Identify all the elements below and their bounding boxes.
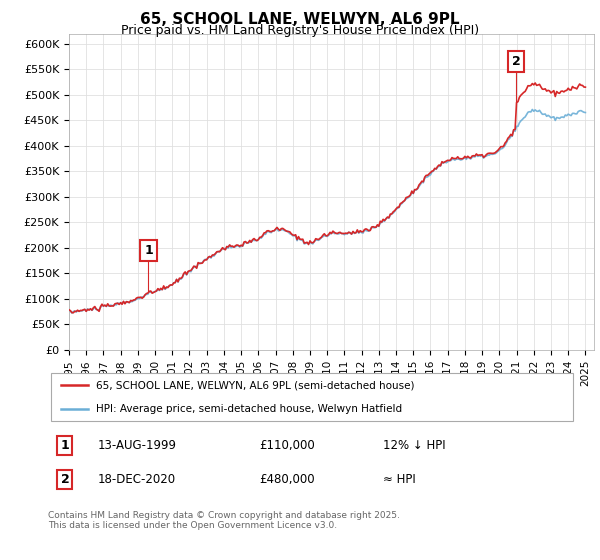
Text: ≈ HPI: ≈ HPI [383,473,416,486]
Text: £110,000: £110,000 [259,439,315,452]
Text: Price paid vs. HM Land Registry's House Price Index (HPI): Price paid vs. HM Land Registry's House … [121,24,479,37]
Text: 2: 2 [512,55,520,68]
Text: 1: 1 [144,244,153,257]
Text: 1: 1 [61,439,69,452]
Text: 13-AUG-1999: 13-AUG-1999 [98,439,177,452]
Text: 12% ↓ HPI: 12% ↓ HPI [383,439,446,452]
Text: 2: 2 [61,473,69,486]
Text: Contains HM Land Registry data © Crown copyright and database right 2025.
This d: Contains HM Land Registry data © Crown c… [48,511,400,530]
Text: 65, SCHOOL LANE, WELWYN, AL6 9PL: 65, SCHOOL LANE, WELWYN, AL6 9PL [140,12,460,27]
Text: £480,000: £480,000 [259,473,315,486]
Text: 18-DEC-2020: 18-DEC-2020 [98,473,176,486]
Text: HPI: Average price, semi-detached house, Welwyn Hatfield: HPI: Average price, semi-detached house,… [95,404,401,414]
FancyBboxPatch shape [50,373,574,421]
Text: 65, SCHOOL LANE, WELWYN, AL6 9PL (semi-detached house): 65, SCHOOL LANE, WELWYN, AL6 9PL (semi-d… [95,380,414,390]
